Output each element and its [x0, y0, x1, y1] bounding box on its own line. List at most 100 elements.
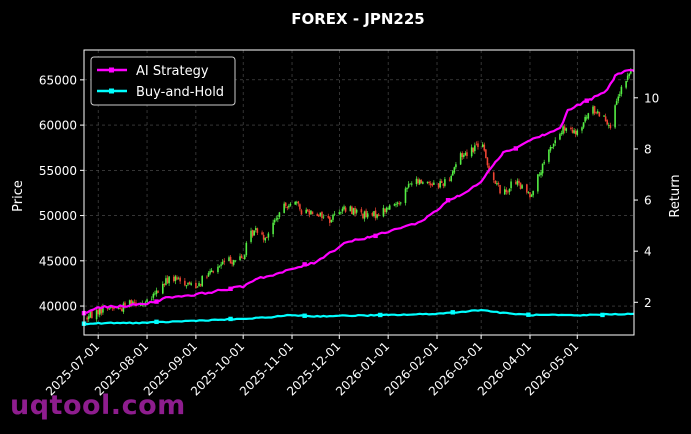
candle-body: [221, 261, 224, 265]
candle-body: [609, 124, 612, 128]
candle-body: [185, 285, 188, 287]
candle-body: [150, 298, 153, 300]
candle-body: [444, 179, 446, 186]
candle-body: [272, 222, 274, 235]
candle-body: [527, 192, 530, 193]
candle-body: [576, 130, 579, 136]
candle-body: [253, 230, 256, 236]
candle-body: [232, 260, 235, 265]
candle-body: [428, 182, 430, 184]
candle-body: [462, 155, 465, 157]
candle-body: [442, 183, 445, 186]
candle-body: [582, 122, 585, 128]
candle-body: [109, 306, 112, 308]
candle-body: [311, 211, 314, 215]
candle-body: [466, 152, 468, 156]
candle-body: [95, 310, 98, 320]
marker-buy-and-hold: [228, 316, 233, 322]
candle-body: [177, 278, 180, 280]
candle-body: [488, 165, 490, 172]
candle-body: [540, 172, 542, 176]
candle-body: [526, 184, 528, 193]
candle-body: [155, 290, 158, 294]
candle-body: [418, 179, 421, 185]
candle-body: [417, 179, 419, 184]
candle-body: [113, 307, 115, 309]
candle-body: [173, 276, 175, 282]
candle-body: [332, 214, 334, 220]
candle-body: [300, 210, 303, 215]
candle-body: [625, 81, 627, 88]
y-tick-label-left: 55000: [39, 164, 77, 178]
candle-body: [606, 120, 609, 125]
plot-frame: [83, 49, 635, 336]
candle-body: [130, 300, 133, 305]
legend-label-ai-strategy: AI Strategy: [136, 64, 209, 79]
candle-body: [308, 211, 311, 215]
candle-body: [102, 306, 104, 313]
candle-body: [195, 282, 197, 289]
candle-body: [571, 129, 574, 133]
candle-body: [256, 228, 259, 233]
candle-body: [581, 127, 583, 131]
candle-body: [124, 302, 126, 308]
candle-body: [593, 106, 596, 114]
candle-body: [349, 206, 352, 212]
candle-body: [538, 174, 541, 176]
candle-body: [128, 300, 131, 308]
candle-body: [433, 182, 435, 185]
candle-body: [585, 117, 588, 119]
candle-body: [89, 311, 92, 318]
candle-body: [396, 202, 399, 204]
candle-body: [377, 214, 380, 216]
candle-body: [529, 192, 531, 198]
candle-body: [206, 276, 208, 278]
candle-body: [166, 277, 169, 283]
candle-body: [318, 215, 320, 217]
marker-buy-and-hold: [526, 312, 531, 317]
candle-body: [607, 125, 610, 126]
candle-body: [277, 218, 279, 220]
candle-body: [321, 211, 323, 219]
candle-body: [598, 112, 601, 117]
candle-body: [384, 208, 386, 213]
line-buy-and-hold: [83, 309, 635, 326]
candle-body: [245, 242, 248, 256]
candle-body: [521, 185, 523, 189]
candle-body: [455, 164, 457, 168]
candle-body: [278, 212, 281, 217]
candle-body: [562, 126, 564, 134]
candle-body: [179, 277, 181, 282]
candle-body: [628, 73, 631, 77]
candle-body: [388, 205, 391, 210]
candle-body: [437, 183, 440, 188]
watermark-logo: uqtool.com: [10, 390, 186, 421]
candle-body: [404, 188, 407, 203]
candle-body: [283, 203, 285, 213]
candle-body: [617, 96, 620, 101]
candle-body: [243, 255, 246, 259]
marker-ai-strategy: [302, 262, 307, 267]
candle-body: [584, 116, 586, 122]
candle-body: [587, 113, 590, 119]
candle-body: [450, 175, 452, 181]
candle-body: [439, 181, 441, 188]
marker-buy-and-hold: [154, 319, 159, 325]
candle-body: [286, 206, 289, 209]
candle-body: [559, 134, 561, 140]
candle-body: [316, 214, 319, 217]
candle-body: [474, 145, 476, 152]
candle-body: [261, 232, 263, 235]
candle-body: [570, 127, 572, 130]
candle-body: [573, 130, 575, 134]
candle-body: [97, 309, 99, 315]
candle-body: [399, 202, 402, 204]
candle-body: [223, 260, 226, 263]
candle-body: [228, 257, 230, 262]
candle-body: [329, 217, 331, 223]
candle-body: [362, 213, 364, 219]
candle-body: [188, 281, 191, 285]
candle-body: [168, 276, 170, 284]
legend: AI Strategy Buy-and-Hold: [90, 56, 236, 106]
marker-ai-strategy: [228, 286, 233, 291]
